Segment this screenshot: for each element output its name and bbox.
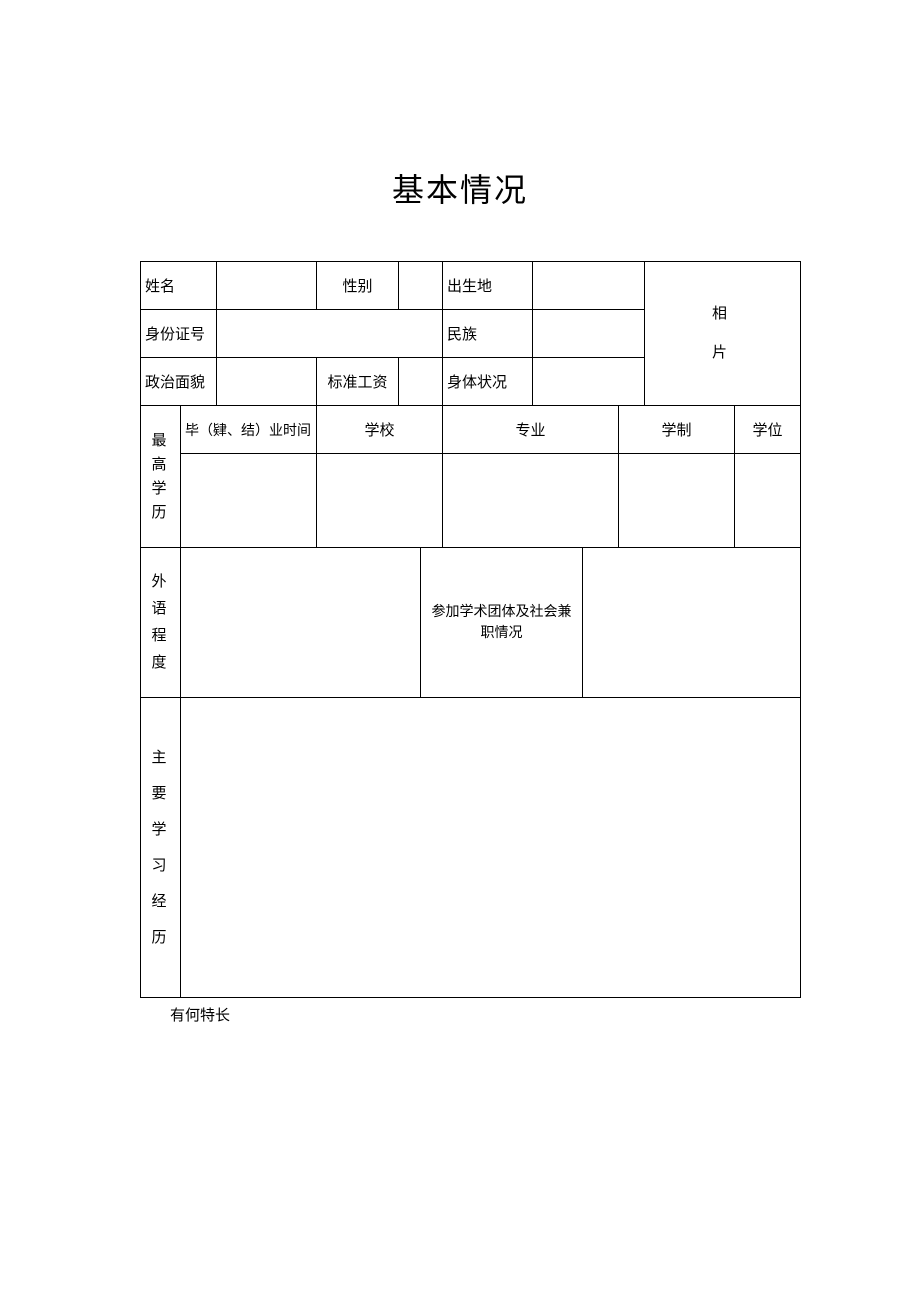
value-grad-time[interactable] — [181, 454, 317, 548]
value-duration[interactable] — [619, 454, 735, 548]
label-major: 专业 — [443, 406, 619, 454]
label-specialties: 有何特长 — [170, 998, 920, 1025]
label-foreign-lang: 外 语 程 度 — [141, 548, 181, 698]
page-title: 基本情况 — [0, 0, 920, 261]
basic-info-table: 姓名 性别 出生地 相 片 身份证号 民族 政治面貌 标准工资 身体状况 最 高… — [140, 261, 801, 998]
label-gender: 性别 — [317, 262, 399, 310]
photo-label-2: 片 — [649, 334, 796, 373]
label-id-number: 身份证号 — [141, 310, 217, 358]
value-name[interactable] — [217, 262, 317, 310]
label-political: 政治面貌 — [141, 358, 217, 406]
value-academic-society[interactable] — [583, 548, 801, 698]
label-birthplace: 出生地 — [443, 262, 533, 310]
value-ethnicity[interactable] — [533, 310, 645, 358]
value-id-number[interactable] — [217, 310, 443, 358]
value-political[interactable] — [217, 358, 317, 406]
photo-label-1: 相 — [649, 295, 796, 334]
label-health: 身体状况 — [443, 358, 533, 406]
value-gender[interactable] — [399, 262, 443, 310]
value-study-history[interactable] — [181, 698, 801, 998]
value-school[interactable] — [317, 454, 443, 548]
value-major[interactable] — [443, 454, 619, 548]
form-container: 姓名 性别 出生地 相 片 身份证号 民族 政治面貌 标准工资 身体状况 最 高… — [140, 261, 800, 998]
value-degree[interactable] — [735, 454, 801, 548]
label-ethnicity: 民族 — [443, 310, 533, 358]
label-highest-edu: 最 高 学 历 — [141, 406, 181, 548]
value-foreign-lang[interactable] — [181, 548, 421, 698]
label-salary: 标准工资 — [317, 358, 399, 406]
label-duration: 学制 — [619, 406, 735, 454]
label-name: 姓名 — [141, 262, 217, 310]
value-health[interactable] — [533, 358, 645, 406]
value-salary[interactable] — [399, 358, 443, 406]
label-grad-time: 毕（肄、结）业时间 — [181, 406, 317, 454]
label-academic-society: 参加学术团体及社会兼职情况 — [421, 548, 583, 698]
label-study-history: 主 要 学 习 经 历 — [141, 698, 181, 998]
label-school: 学校 — [317, 406, 443, 454]
photo-cell: 相 片 — [645, 262, 801, 406]
value-birthplace[interactable] — [533, 262, 645, 310]
label-degree: 学位 — [735, 406, 801, 454]
